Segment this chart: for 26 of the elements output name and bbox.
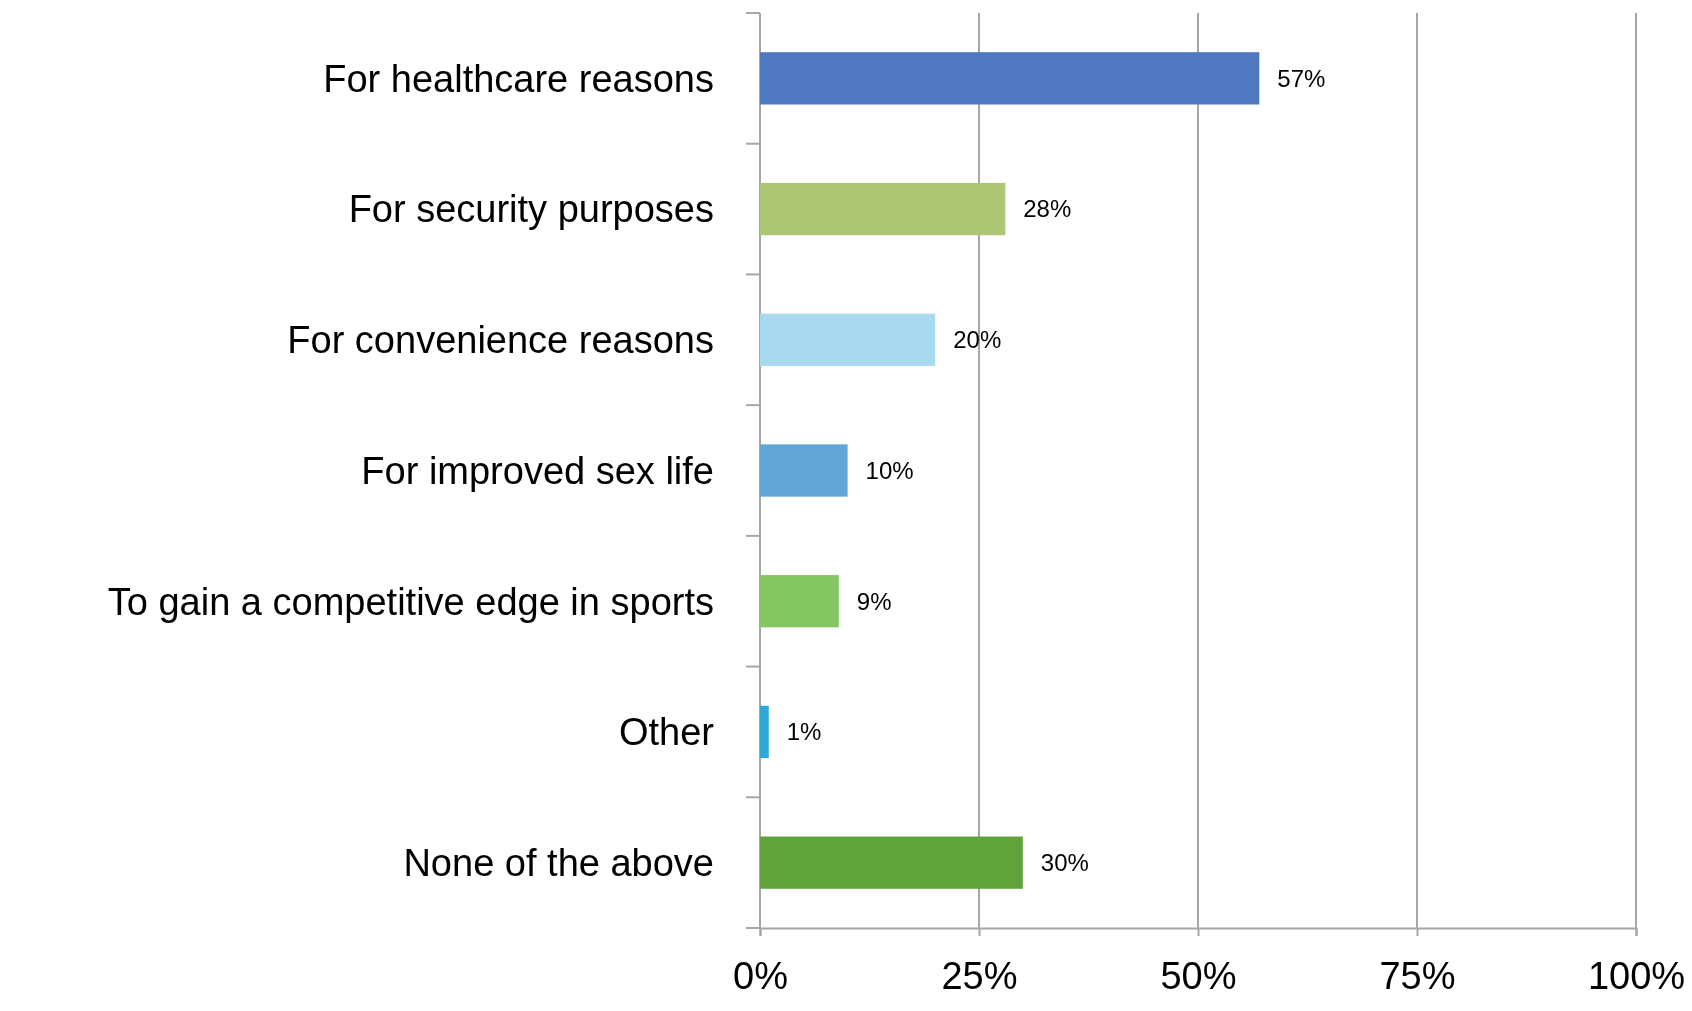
- y-tick-label: To gain a competitive edge in sports: [107, 580, 714, 623]
- bar: [760, 836, 1023, 889]
- bar: [760, 313, 936, 366]
- x-tick-label: 50%: [1160, 954, 1237, 997]
- bar: [760, 575, 839, 628]
- data-label: 20%: [953, 326, 1002, 354]
- x-tick-label: 75%: [1379, 954, 1456, 997]
- data-label: 1%: [786, 718, 822, 746]
- y-tick-label: For security purposes: [348, 188, 714, 231]
- data-label: 57%: [1277, 64, 1326, 92]
- x-tick-label: 25%: [941, 954, 1018, 997]
- y-tick-label: For healthcare reasons: [323, 57, 714, 100]
- y-tick-label: Other: [618, 711, 715, 754]
- bar: [760, 705, 769, 759]
- data-label: 30%: [1040, 849, 1089, 877]
- y-tick-label: For improved sex life: [361, 449, 714, 492]
- x-tick-label: 0%: [733, 954, 788, 997]
- data-label: 28%: [1023, 195, 1072, 223]
- bar: [760, 182, 1006, 236]
- bar: [760, 52, 1260, 105]
- y-tick-label: None of the above: [403, 841, 714, 884]
- y-tick-label: For convenience reasons: [287, 319, 714, 362]
- data-label: 10%: [865, 456, 914, 484]
- bar: [760, 444, 848, 497]
- x-tick-label: 100%: [1587, 954, 1686, 997]
- data-label: 9%: [856, 587, 892, 615]
